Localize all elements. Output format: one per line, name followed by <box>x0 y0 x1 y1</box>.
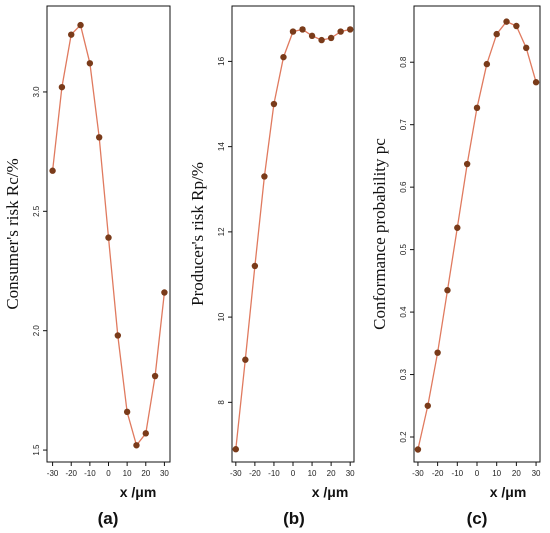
x-tick-label: 20 <box>327 469 336 478</box>
data-point <box>299 26 306 33</box>
data-point <box>523 44 530 52</box>
data-point <box>346 26 354 33</box>
x-tick-label: 10 <box>123 469 132 478</box>
y-tick-label: 3.0 <box>32 86 41 98</box>
y-tick-label: 8 <box>217 400 226 405</box>
data-point <box>161 289 168 296</box>
data-point <box>270 100 278 108</box>
data-point <box>49 167 56 174</box>
data-point <box>280 53 287 61</box>
x-tick-label: 20 <box>141 469 150 478</box>
data-point <box>232 446 240 453</box>
data-point <box>308 32 316 40</box>
x-axis-title: x /μm <box>312 484 349 500</box>
series-line <box>235 28 351 450</box>
x-tick-label: -20 <box>249 469 261 478</box>
data-point <box>493 30 500 38</box>
data-point <box>289 28 297 35</box>
y-tick-label: 2.5 <box>32 205 41 217</box>
y-axis-title: Conformance probability pc <box>370 138 389 330</box>
data-point <box>454 224 461 231</box>
plot-frame <box>413 5 541 463</box>
x-tick-label: 0 <box>106 469 111 478</box>
y-tick-label: 2.0 <box>32 325 41 337</box>
data-point <box>105 234 112 241</box>
y-axis-title: Producer's risk Rp/% <box>188 162 207 306</box>
x-tick-label: 30 <box>532 469 541 478</box>
y-tick-label: 0.2 <box>399 431 408 443</box>
data-point <box>513 22 520 30</box>
data-point <box>318 36 325 44</box>
data-point <box>261 173 268 180</box>
x-tick-label: -10 <box>84 469 96 478</box>
x-axis-title: x /μm <box>490 484 527 500</box>
data-point <box>251 262 259 270</box>
x-tick-label: 30 <box>346 469 355 478</box>
data-point <box>95 134 103 141</box>
y-axis-title: Consumer's risk Rc/% <box>3 158 22 309</box>
data-point <box>463 160 471 168</box>
x-tick-label: 10 <box>492 469 501 478</box>
x-tick-label: -30 <box>412 469 424 478</box>
x-tick-label: 0 <box>475 469 480 478</box>
data-point <box>133 442 140 449</box>
plot-frame <box>231 5 355 463</box>
x-tick-label: -20 <box>432 469 444 478</box>
data-point <box>68 31 75 38</box>
data-point <box>327 34 335 42</box>
x-tick-label: 20 <box>512 469 521 478</box>
data-point <box>444 287 451 294</box>
data-point <box>114 332 122 339</box>
chart-panel-2: 0.2 0.3 0.4 0.5 0.6 0.7 0.8 -30 -20 -10 0 10 20 30 Con… <box>370 5 541 528</box>
data-point <box>503 18 510 25</box>
data-point <box>77 21 84 29</box>
data-point <box>242 356 249 363</box>
series-line <box>417 20 537 450</box>
y-tick-label: 0.6 <box>399 181 408 193</box>
chart-panel-0: 1.5 2.0 2.5 3.0 -30 -20 -10 0 10 20 30 Consumer's r… <box>3 5 171 528</box>
y-tick-label: 16 <box>217 56 226 65</box>
x-tick-label: -30 <box>230 469 242 478</box>
data-point <box>151 372 159 380</box>
y-tick-label: 10 <box>217 312 226 321</box>
data-point <box>337 28 344 35</box>
panel-label: (a) <box>98 509 119 528</box>
data-point <box>142 430 149 437</box>
x-tick-label: -10 <box>268 469 280 478</box>
y-tick-label: 0.7 <box>399 119 408 131</box>
x-tick-label: 30 <box>160 469 169 478</box>
x-tick-label: -20 <box>65 469 77 478</box>
data-point <box>58 83 66 91</box>
data-point <box>424 402 431 409</box>
x-tick-label: 10 <box>308 469 317 478</box>
panel-label: (c) <box>467 509 488 528</box>
x-tick-label: -10 <box>452 469 464 478</box>
data-point <box>123 408 131 416</box>
data-point <box>414 446 422 453</box>
data-point <box>434 349 441 356</box>
data-point <box>532 79 540 86</box>
y-tick-label: 0.5 <box>399 244 408 256</box>
y-tick-label: 0.4 <box>399 306 408 318</box>
data-point <box>483 60 491 68</box>
x-tick-label: -30 <box>47 469 59 478</box>
y-tick-label: 0.3 <box>399 368 408 380</box>
x-tick-label: 0 <box>291 469 296 478</box>
data-point <box>86 60 94 67</box>
y-tick-label: 0.8 <box>399 56 408 68</box>
x-axis-title: x /μm <box>120 484 157 500</box>
panel-label: (b) <box>283 509 305 528</box>
y-tick-label: 14 <box>217 142 226 151</box>
data-point <box>473 104 481 112</box>
chart-panel-1: 8 10 12 14 16 -30 -20 -10 0 10 20 30 Producer's risk… <box>188 5 355 528</box>
y-tick-label: 1.5 <box>32 444 41 456</box>
y-tick-label: 12 <box>217 227 226 236</box>
